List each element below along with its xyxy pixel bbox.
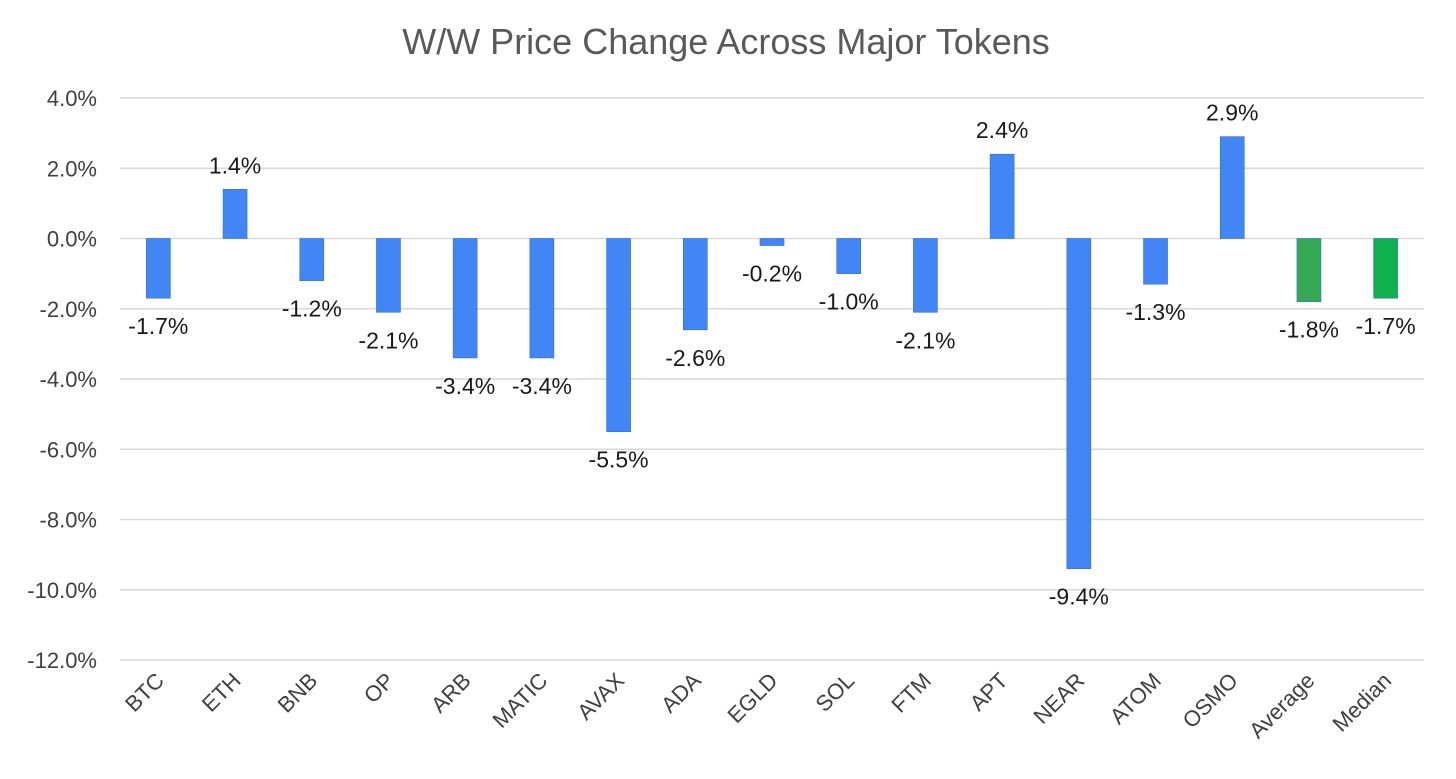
bar-btc	[146, 238, 171, 299]
bar-near	[1066, 238, 1092, 569]
y-tick-label: -2.0%	[40, 297, 97, 322]
x-tick-label: Average	[1244, 668, 1319, 743]
data-label: -5.5%	[589, 447, 649, 473]
x-tick-label: SOL	[810, 668, 859, 717]
y-tick-label: -6.0%	[40, 437, 97, 462]
x-tick-label: BNB	[273, 668, 323, 718]
x-tick-label: AVAX	[572, 668, 629, 725]
data-label: -1.7%	[1356, 313, 1416, 339]
bar-apt	[989, 153, 1015, 239]
data-label: 2.9%	[1206, 100, 1258, 126]
y-tick-label: 4.0%	[47, 86, 97, 111]
y-axis-ticks: 4.0% 2.0% 0.0% -2.0% -4.0% -6.0% -8.0% -10.0% -1…	[27, 86, 97, 673]
x-tick-label: OP	[359, 668, 399, 708]
data-label: -1.3%	[1125, 299, 1185, 325]
bar-bnb	[299, 238, 325, 281]
bar-arb	[452, 238, 478, 359]
data-label: 2.4%	[976, 117, 1028, 143]
x-tick-label: Median	[1327, 668, 1396, 737]
data-label: -3.4%	[512, 373, 572, 399]
data-label: -1.8%	[1279, 317, 1339, 343]
data-label: -9.4%	[1049, 584, 1109, 610]
y-tick-label: -12.0%	[27, 648, 97, 673]
y-tick-label: -10.0%	[27, 578, 97, 603]
x-tick-label: APT	[965, 668, 1013, 716]
x-tick-label: ARB	[426, 668, 476, 718]
x-tick-label: ETH	[197, 668, 246, 717]
data-label: -1.2%	[282, 296, 342, 322]
bar-atom	[1143, 238, 1168, 285]
bar-op	[376, 238, 401, 313]
data-label: -2.6%	[665, 345, 725, 371]
x-tick-label: MATIC	[487, 668, 552, 733]
y-tick-label: -4.0%	[40, 367, 97, 392]
bar-ada	[682, 238, 708, 331]
y-tick-label: 0.0%	[47, 227, 97, 252]
gridlines	[120, 97, 1424, 661]
data-label: -2.1%	[358, 327, 418, 353]
chart-title: W/W Price Change Across Major Tokens	[402, 21, 1050, 62]
bar-eth	[222, 189, 248, 239]
data-label: -3.4%	[435, 373, 495, 399]
data-label: -0.2%	[742, 261, 802, 287]
y-tick-label: 2.0%	[47, 156, 97, 181]
bar-osmo	[1219, 136, 1245, 239]
x-axis-ticks: BTC ETH BNB OP ARB MATIC AVAX ADA EGLD SOL FTM APT N…	[120, 668, 1396, 744]
y-tick-label: -8.0%	[40, 508, 97, 533]
bar-sol	[836, 238, 862, 274]
data-label: 1.4%	[209, 152, 261, 178]
x-tick-label: OSMO	[1178, 668, 1243, 733]
bar-ftm	[913, 238, 938, 313]
x-tick-label: NEAR	[1028, 668, 1089, 729]
data-label: -1.7%	[128, 313, 188, 339]
data-label: -1.0%	[819, 289, 879, 315]
x-tick-label: EGLD	[722, 668, 782, 728]
bar-median	[1373, 238, 1398, 299]
bars	[146, 136, 1398, 569]
x-tick-label: ATOM	[1105, 668, 1166, 729]
x-tick-label: FTM	[886, 668, 936, 718]
bar-average	[1296, 238, 1322, 303]
x-tick-label: ADA	[656, 668, 706, 718]
data-label: -2.1%	[895, 327, 955, 353]
bar-egld	[759, 238, 785, 246]
bar-matic	[529, 238, 555, 359]
data-labels: -1.7% 1.4% -1.2% -2.1% -3.4% -3.4% -5.5% -2.6% -…	[128, 100, 1415, 610]
x-tick-label: BTC	[120, 668, 169, 717]
bar-avax	[606, 238, 631, 432]
